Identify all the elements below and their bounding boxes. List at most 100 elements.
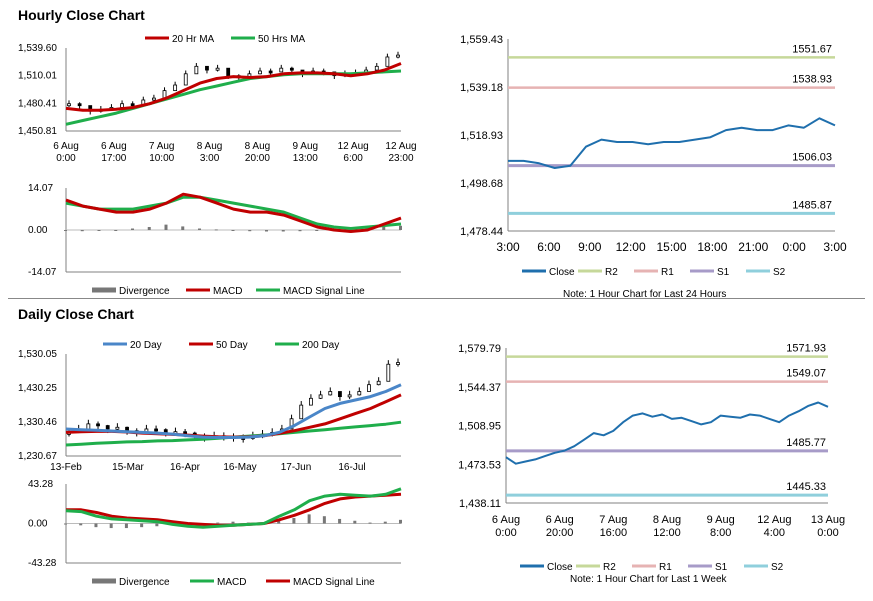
hourly-macd-divergence-bar bbox=[231, 230, 235, 231]
hourly-macd-ytick: -14.07 bbox=[28, 267, 57, 278]
hourly-price-candle bbox=[279, 67, 284, 73]
daily-levels-xtick-time: 0:00 bbox=[495, 527, 516, 539]
hourly-price-xtick-time: 17:00 bbox=[101, 153, 126, 164]
hourly-price-xtick-time: 3:00 bbox=[200, 153, 220, 164]
hourly-macd-macd-line bbox=[65, 192, 402, 233]
daily-macd-divergence-bar bbox=[140, 523, 144, 528]
daily-price-candle bbox=[105, 425, 110, 430]
hourly-levels-level-label: 1485.87 bbox=[792, 199, 832, 211]
hourly-price-xtick-date: 12 Aug bbox=[338, 141, 369, 152]
daily-price-ytick: 1,530.05 bbox=[18, 349, 57, 360]
daily-macd-legend-macd-label: MACD bbox=[217, 577, 246, 588]
daily-levels-legend-close-label: Close bbox=[547, 562, 573, 573]
hourly-price-candle bbox=[77, 103, 82, 107]
daily-levels-legend-r2-label: R2 bbox=[603, 562, 616, 573]
daily-ma20-line bbox=[65, 383, 402, 439]
hourly-macd-divergence-bar bbox=[64, 230, 67, 231]
daily-levels-legend-s1-label: S1 bbox=[715, 562, 728, 573]
daily-levels-xtick-date: 7 Aug bbox=[599, 514, 627, 526]
hourly-levels-level-label: 1538.93 bbox=[792, 74, 832, 86]
hourly-price-candle bbox=[130, 103, 135, 107]
hourly-price-candle bbox=[385, 56, 390, 67]
hourly-levels-close-line bbox=[508, 117, 836, 169]
hourly-macd-divergence-bar bbox=[248, 230, 252, 232]
daily-macd-divergence-bar bbox=[399, 519, 402, 524]
hourly-price-xtick-date: 6 Aug bbox=[101, 141, 127, 152]
hourly-legend-ma20-label: 20 Hr MA bbox=[172, 34, 215, 45]
daily-levels-ytick: 1,438.11 bbox=[459, 498, 501, 510]
hourly-price-xtick-time: 23:00 bbox=[388, 153, 413, 164]
daily-macd-divergence-bar bbox=[216, 522, 220, 524]
daily-price-candle bbox=[357, 391, 362, 396]
hourly-macd-divergence-bar bbox=[315, 230, 319, 231]
hourly-price-candle bbox=[67, 103, 71, 107]
daily-price-candle bbox=[347, 394, 352, 398]
daily-levels-xtick-time: 4:00 bbox=[764, 527, 785, 539]
daily-macd-ytick: -43.28 bbox=[28, 558, 57, 569]
hourly-price-candle bbox=[268, 70, 273, 74]
hourly-price-xtick-time: 10:00 bbox=[149, 153, 174, 164]
hourly-levels-ytick: 1,498.68 bbox=[460, 178, 503, 190]
hourly-levels-ytick: 1,559.43 bbox=[460, 34, 503, 46]
hourly-levels-legend-s2-label: S2 bbox=[773, 267, 786, 278]
hourly-levels-xtick: 6:00 bbox=[537, 240, 561, 254]
hourly-macd-legend-divergence-label: Divergence bbox=[119, 286, 170, 297]
daily-price-candle bbox=[386, 363, 391, 382]
hourly-price-xtick-date: 6 Aug bbox=[53, 141, 79, 152]
hourly-price-candle bbox=[289, 67, 294, 71]
hourly-levels-legend-close-label: Close bbox=[549, 267, 575, 278]
hourly-ma20-line bbox=[65, 62, 402, 112]
daily-macd-divergence-bar bbox=[109, 523, 113, 529]
hourly-macd-divergence-bar bbox=[382, 227, 386, 230]
daily-price-ytick: 1,330.46 bbox=[18, 417, 57, 428]
daily-price-candle bbox=[328, 391, 333, 396]
daily-price-candle bbox=[376, 380, 381, 386]
daily-levels-ytick: 1,544.37 bbox=[458, 382, 501, 394]
hourly-macd-divergence-bar bbox=[298, 230, 302, 232]
hourly-levels-xtick: 0:00 bbox=[782, 240, 806, 254]
daily-levels-level-label: 1445.33 bbox=[786, 481, 826, 493]
hourly-price-candle bbox=[183, 73, 188, 86]
daily-legend-ma50-label: 50 Day bbox=[216, 340, 248, 351]
daily-macd-divergence-bar bbox=[292, 518, 296, 524]
hourly-price-xtick-time: 0:00 bbox=[56, 153, 76, 164]
hourly-levels-xtick: 3:00 bbox=[823, 240, 847, 254]
daily-price-candle bbox=[115, 426, 120, 430]
hourly-price-ytick: 1,480.41 bbox=[18, 98, 57, 109]
daily-levels-xtick-date: 12 Aug bbox=[757, 514, 791, 526]
hourly-macd-signal-line bbox=[65, 195, 402, 230]
daily-macd-divergence-bar bbox=[155, 523, 159, 527]
hourly-levels-legend-s1-label: S1 bbox=[717, 267, 730, 278]
daily-levels-ytick: 1,579.79 bbox=[458, 343, 501, 355]
daily-price-ytick: 1,430.25 bbox=[18, 383, 57, 394]
daily-macd-divergence-bar bbox=[353, 520, 357, 524]
daily-price-candle bbox=[96, 423, 100, 427]
daily-levels-level-label: 1485.77 bbox=[786, 437, 826, 449]
daily-levels-legend-s2-label: S2 bbox=[771, 562, 784, 573]
daily-levels-xtick-date: 6 Aug bbox=[546, 514, 574, 526]
hourly-section-title: Hourly Close Chart bbox=[18, 7, 145, 23]
hourly-price-ytick: 1,510.01 bbox=[18, 71, 57, 82]
daily-macd-ytick: 0.00 bbox=[28, 519, 48, 530]
hourly-macd-divergence-bar bbox=[114, 230, 118, 231]
daily-macd-legend-divergence-label: Divergence bbox=[119, 577, 170, 588]
hourly-levels-xtick: 21:00 bbox=[738, 240, 768, 254]
daily-levels-xtick-date: 6 Aug bbox=[492, 514, 520, 526]
hourly-price-xtick-time: 20:00 bbox=[245, 153, 270, 164]
hourly-macd-divergence-bar bbox=[181, 226, 185, 230]
hourly-price-ytick: 1,539.60 bbox=[18, 43, 57, 54]
hourly-price-candle bbox=[374, 65, 379, 71]
daily-macd-divergence-bar bbox=[307, 514, 311, 524]
daily-levels-xtick-time: 8:00 bbox=[710, 527, 731, 539]
daily-macd-divergence-bar bbox=[338, 518, 342, 524]
hourly-legend-ma50-label: 50 Hrs MA bbox=[258, 34, 306, 45]
daily-levels-xtick-date: 13 Aug bbox=[811, 514, 845, 526]
hourly-price-ytick: 1,450.81 bbox=[18, 126, 57, 137]
daily-levels-xtick-time: 16:00 bbox=[600, 527, 628, 539]
daily-levels-legend-r1-label: R1 bbox=[659, 562, 672, 573]
hourly-macd-divergence-bar bbox=[131, 228, 134, 230]
daily-macd-divergence-bar bbox=[64, 523, 67, 525]
